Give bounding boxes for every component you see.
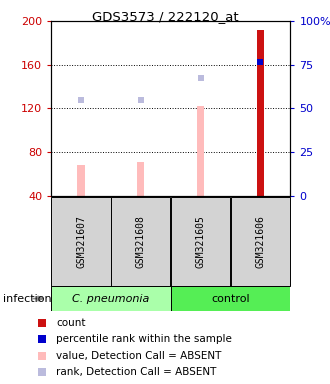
Text: value, Detection Call = ABSENT: value, Detection Call = ABSENT (56, 351, 222, 361)
Bar (111, 197, 171, 286)
Text: count: count (56, 318, 86, 328)
Text: GDS3573 / 222120_at: GDS3573 / 222120_at (92, 10, 238, 23)
Text: GSM321608: GSM321608 (136, 215, 146, 268)
Text: GSM321605: GSM321605 (196, 215, 206, 268)
Bar (51, 286, 171, 311)
Bar (137, 162, 145, 196)
Bar (51, 197, 111, 286)
Text: control: control (211, 293, 250, 304)
Text: GSM321606: GSM321606 (255, 215, 266, 268)
Bar (257, 30, 264, 196)
Text: percentile rank within the sample: percentile rank within the sample (56, 334, 232, 344)
Bar (197, 106, 204, 196)
Bar (78, 165, 84, 196)
Bar (231, 197, 290, 286)
Text: C. pneumonia: C. pneumonia (72, 293, 149, 304)
Bar (171, 197, 230, 286)
Text: GSM321607: GSM321607 (76, 215, 86, 268)
Text: infection: infection (3, 293, 52, 304)
Text: rank, Detection Call = ABSENT: rank, Detection Call = ABSENT (56, 367, 216, 377)
Bar (171, 286, 290, 311)
